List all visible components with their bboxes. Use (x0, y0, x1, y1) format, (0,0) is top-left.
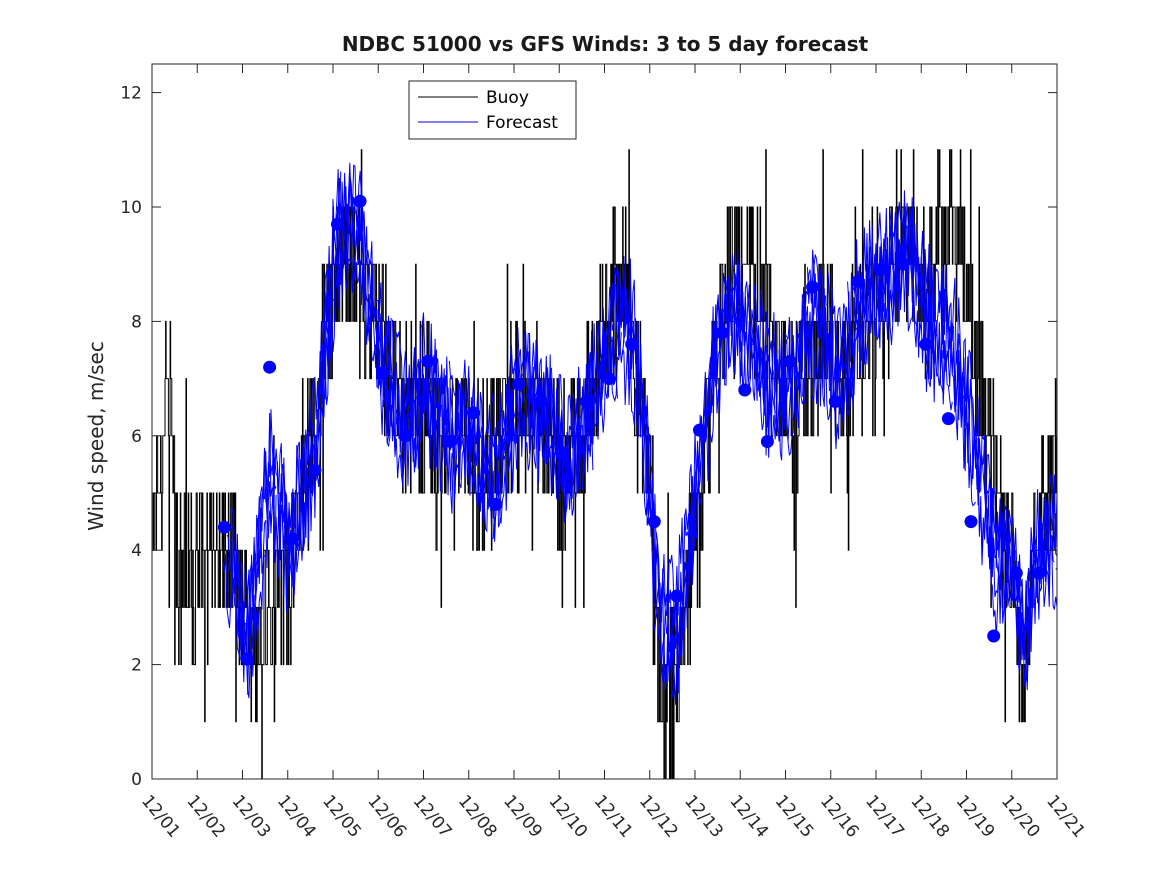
forecast-dot (851, 274, 865, 288)
y-tick-label: 0 (131, 770, 142, 790)
forecast-dot (987, 629, 1001, 643)
forecast-dot (579, 395, 593, 408)
forecast-dot (466, 406, 480, 420)
forecast-dot (489, 497, 503, 511)
legend: Buoy Forecast (408, 80, 577, 140)
chart-title: NDBC 51000 vs GFS Winds: 3 to 5 day fore… (342, 32, 869, 56)
forecast-dot (1009, 566, 1023, 580)
forecast-line-4 (235, 209, 1058, 695)
forecast-dot (647, 515, 661, 529)
y-tick-label: 8 (131, 312, 142, 332)
forecast-dot (308, 463, 322, 477)
y-axis-label: Wind speed, m/sec (84, 341, 108, 531)
plot-background (152, 64, 1057, 779)
forecast-dot (874, 263, 887, 277)
legend-entry-buoy: Buoy (486, 88, 529, 108)
forecast-dot (353, 194, 367, 208)
forecast-dot (263, 360, 277, 374)
legend-box (408, 80, 577, 140)
forecast-dot (217, 520, 231, 534)
forecast-dot (1032, 566, 1046, 580)
forecast-dot (534, 395, 548, 408)
forecast-dot (398, 429, 412, 443)
y-tick-label: 10 (120, 198, 142, 218)
forecast-dot (670, 589, 684, 603)
forecast-dot (331, 217, 344, 231)
forecast-dot (919, 337, 933, 351)
y-tick-label: 12 (120, 84, 142, 104)
forecast-dot (444, 435, 458, 448)
forecast-dot (376, 366, 390, 380)
forecast-dot (715, 326, 729, 340)
forecast-dot (557, 446, 571, 460)
forecast-dot (625, 337, 639, 351)
y-tick-label: 4 (131, 541, 142, 561)
forecast-dot (760, 435, 774, 448)
forecast-dot (896, 257, 910, 271)
forecast-dot (941, 412, 955, 426)
y-tick-label: 2 (131, 656, 142, 676)
forecast-dot (783, 354, 797, 368)
forecast-dot (964, 515, 978, 529)
forecast-dot (828, 395, 842, 408)
legend-entry-forecast: Forecast (486, 113, 558, 133)
forecast-dots (217, 194, 1046, 666)
forecast-dot (512, 377, 525, 391)
forecast-dot (602, 372, 616, 386)
forecast-dot (693, 423, 706, 437)
forecast-dot (738, 383, 752, 397)
forecast-dot (285, 532, 299, 546)
forecast-dot (421, 354, 435, 368)
plot-area (152, 64, 1057, 779)
y-tick-label: 6 (131, 427, 142, 447)
forecast-dot (240, 652, 254, 666)
forecast-dot (806, 280, 820, 294)
forecast-series (222, 162, 1058, 705)
